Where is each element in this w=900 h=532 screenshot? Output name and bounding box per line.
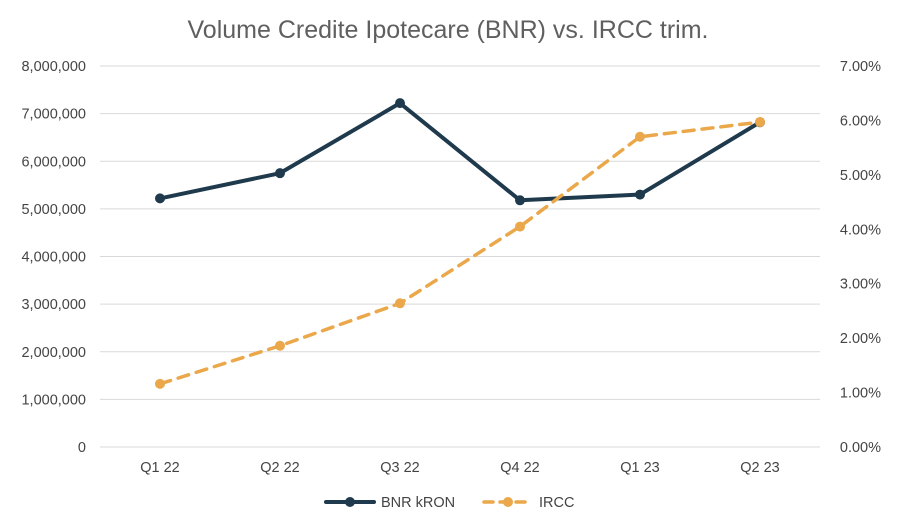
left-tick-label: 1,000,000 bbox=[21, 392, 86, 408]
series-layer bbox=[155, 98, 765, 389]
bnr-kron-data-point bbox=[635, 189, 645, 200]
bnr-kron-data-point bbox=[155, 193, 165, 204]
bnr-kron-series-line bbox=[158, 101, 762, 203]
ircc-legend-marker bbox=[503, 497, 513, 507]
ircc-data-point bbox=[395, 298, 405, 309]
x-tick-label: Q4 22 bbox=[500, 460, 540, 476]
left-tick-label: 5,000,000 bbox=[21, 202, 86, 218]
bnr-kron-data-point bbox=[395, 98, 405, 109]
bnr-kron-legend-marker bbox=[345, 497, 355, 507]
right-tick-label: 2.00% bbox=[840, 331, 881, 347]
x-tick-label: Q1 23 bbox=[620, 460, 660, 476]
ircc-data-point bbox=[515, 221, 525, 232]
left-tick-label: 7,000,000 bbox=[21, 107, 86, 123]
ircc-series-line bbox=[158, 120, 762, 386]
left-y-axis: 0 1,000,000 2,000,000 3,000,000 4,000,000 5,0… bbox=[21, 59, 86, 456]
x-axis: Q1 22 Q2 22 Q3 22 Q4 22 Q1 23 Q2 23 bbox=[140, 460, 780, 476]
ircc-data-point bbox=[155, 378, 165, 389]
right-tick-label: 4.00% bbox=[840, 222, 881, 238]
ircc-legend-label: IRCC bbox=[539, 495, 574, 511]
right-y-axis: 0.00% 1.00% 2.00% 3.00% 4.00% 5.00% 6.00% 7.00% bbox=[840, 59, 881, 456]
bnr-kron-legend-label: BNR kRON bbox=[381, 495, 455, 511]
chart-title: Volume Credite Ipotecare (BNR) vs. IRCC … bbox=[188, 16, 709, 44]
bnr-kron-data-point bbox=[515, 195, 525, 206]
left-tick-label: 2,000,000 bbox=[21, 345, 86, 361]
left-tick-label: 6,000,000 bbox=[21, 154, 86, 170]
x-tick-label: Q3 22 bbox=[380, 460, 420, 476]
right-tick-label: 3.00% bbox=[840, 277, 881, 293]
x-tick-label: Q2 23 bbox=[740, 460, 780, 476]
bnr-kron-data-point bbox=[275, 168, 285, 179]
ircc-data-point bbox=[275, 340, 285, 351]
left-tick-label: 0 bbox=[78, 440, 86, 456]
ircc-data-point bbox=[755, 117, 765, 128]
right-tick-label: 6.00% bbox=[840, 113, 881, 129]
x-tick-label: Q2 22 bbox=[260, 460, 300, 476]
left-tick-label: 3,000,000 bbox=[21, 297, 86, 313]
gridlines bbox=[100, 65, 820, 448]
right-tick-label: 1.00% bbox=[840, 386, 881, 402]
left-tick-label: 8,000,000 bbox=[21, 59, 86, 75]
right-tick-label: 0.00% bbox=[840, 440, 881, 456]
right-tick-label: 5.00% bbox=[840, 168, 881, 184]
right-tick-label: 7.00% bbox=[840, 59, 881, 75]
left-tick-label: 4,000,000 bbox=[21, 250, 86, 266]
x-tick-label: Q1 22 bbox=[140, 460, 180, 476]
ircc-data-point bbox=[635, 131, 645, 142]
legend: BNR kRON IRCC bbox=[324, 495, 574, 511]
